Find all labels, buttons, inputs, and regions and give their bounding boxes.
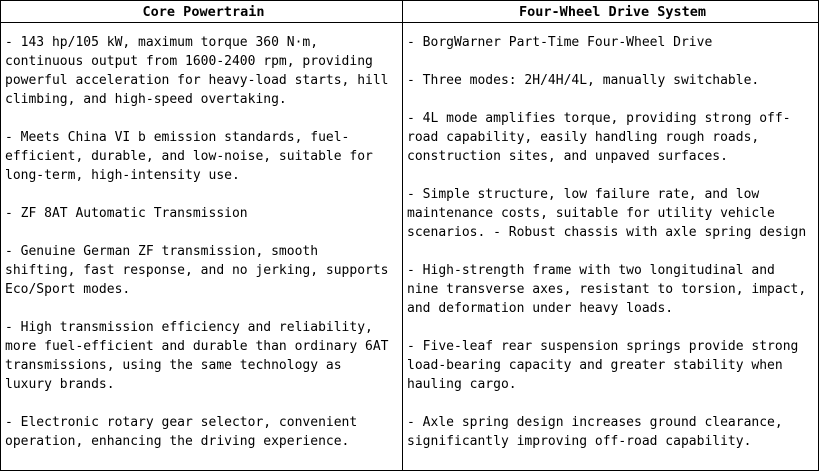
content-row: - 143 hp/105 kW, maximum torque 360 N·m,…: [0, 22, 819, 471]
list-item: - Genuine German ZF transmission, smooth…: [5, 244, 389, 297]
header-four-wheel-drive: Four-Wheel Drive System: [402, 0, 819, 23]
list-item: - High transmission efficiency and relia…: [5, 320, 389, 392]
list-item: - High-strength frame with two longitudi…: [407, 263, 807, 316]
list-item: - 4L mode amplifies torque, providing st…: [407, 111, 791, 164]
list-item: - BorgWarner Part-Time Four-Wheel Drive: [407, 35, 713, 50]
four-wheel-drive-cell: - BorgWarner Part-Time Four-Wheel Drive …: [402, 22, 819, 471]
list-item: - Meets China VI b emission standards, f…: [5, 130, 373, 183]
list-item: - Three modes: 2H/4H/4L, manually switch…: [407, 73, 760, 88]
list-item: - Electronic rotary gear selector, conve…: [5, 415, 358, 449]
core-powertrain-cell: - 143 hp/105 kW, maximum torque 360 N·m,…: [0, 22, 404, 471]
header-core-powertrain: Core Powertrain: [0, 0, 404, 23]
list-item: - Five-leaf rear suspension springs prov…: [407, 339, 799, 392]
list-item: - Simple structure, low failure rate, an…: [407, 187, 807, 240]
header-row: Core Powertrain Four-Wheel Drive System: [0, 0, 819, 23]
list-item: - 143 hp/105 kW, maximum torque 360 N·m,…: [5, 35, 389, 107]
list-item: - Axle spring design increases ground cl…: [407, 415, 783, 449]
list-item: - ZF 8AT Automatic Transmission: [5, 206, 248, 221]
